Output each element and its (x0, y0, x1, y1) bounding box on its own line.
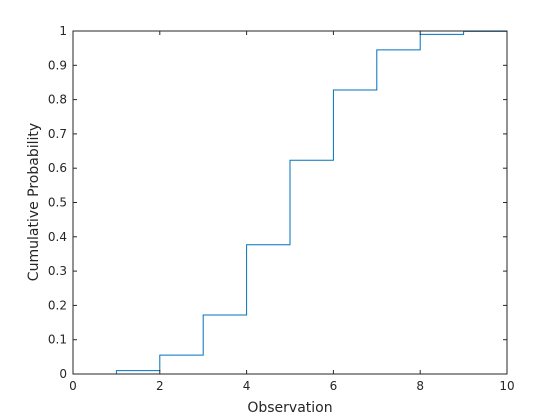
x-tick-label: 2 (156, 379, 164, 393)
x-tick-label: 6 (330, 379, 338, 393)
y-axis-label: Cumulative Probability (26, 123, 42, 281)
y-tick-label: 0.6 (48, 161, 67, 175)
y-tick-label: 0.1 (48, 333, 67, 347)
y-tick-label: 0.2 (48, 298, 67, 312)
x-tick-label: 10 (499, 379, 514, 393)
x-tick-label: 4 (243, 379, 251, 393)
y-tick-label: 1 (59, 24, 67, 38)
y-tick-label: 0.3 (48, 264, 67, 278)
y-tick-label: 0.7 (48, 127, 67, 141)
cdf-series-line (73, 30, 508, 375)
y-tick-label: 0 (59, 367, 67, 381)
y-tick-label: 0.5 (48, 196, 67, 210)
series-layer (73, 30, 508, 375)
x-tick-label: 8 (416, 379, 424, 393)
y-axis: 0 0.1 0.2 0.3 0.4 0.5 0.6 0.7 0.8 0.9 1 (48, 24, 507, 381)
x-tick-label: 0 (69, 379, 77, 393)
y-tick-label: 0.8 (48, 93, 67, 107)
y-tick-label: 0.9 (48, 58, 67, 72)
x-axis-label: Observation (247, 400, 332, 416)
y-tick-label: 0.4 (48, 230, 67, 244)
x-axis: 0 2 4 6 8 10 (69, 31, 515, 393)
